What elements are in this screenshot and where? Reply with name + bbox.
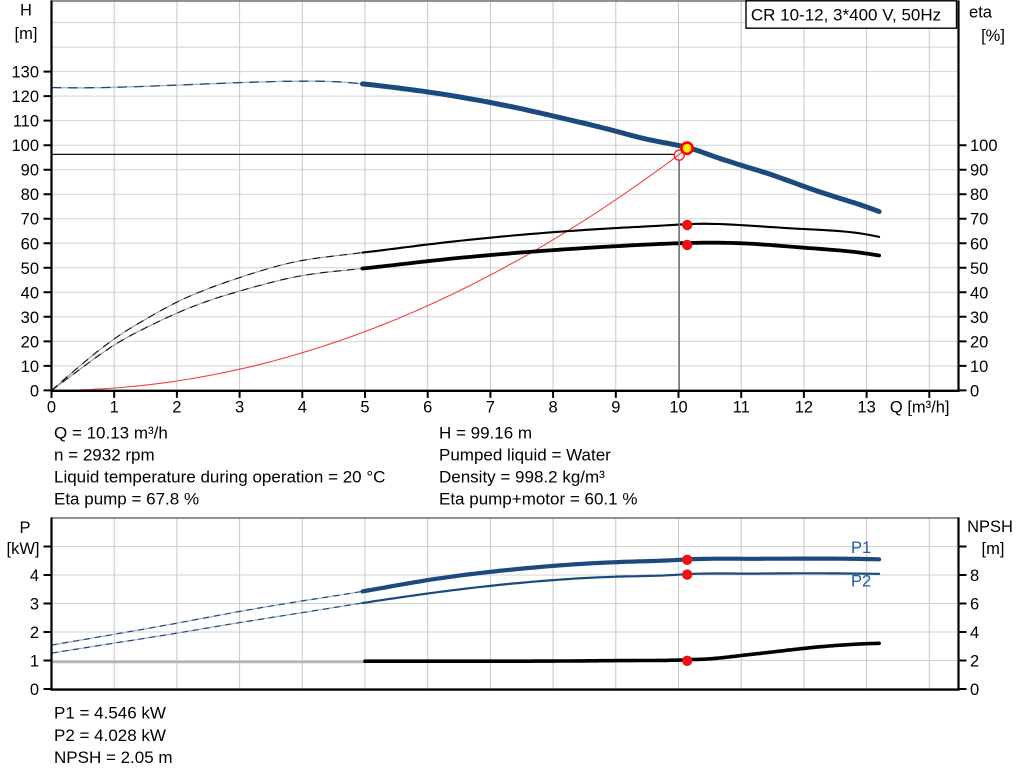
svg-text:n = 2932 rpm: n = 2932 rpm [54, 446, 155, 465]
svg-text:8: 8 [549, 399, 558, 417]
svg-text:70: 70 [970, 211, 988, 229]
svg-text:[m]: [m] [15, 25, 38, 43]
svg-text:6: 6 [970, 596, 979, 614]
svg-text:80: 80 [21, 186, 39, 204]
svg-text:P2: P2 [851, 573, 871, 591]
svg-text:NPSH = 2.05 m: NPSH = 2.05 m [54, 748, 173, 767]
svg-text:Q = 10.13 m³/h: Q = 10.13 m³/h [54, 424, 168, 443]
svg-text:9: 9 [611, 399, 620, 417]
svg-text:eta: eta [969, 4, 993, 22]
svg-text:60: 60 [970, 235, 988, 253]
svg-text:6: 6 [423, 399, 432, 417]
svg-text:1: 1 [30, 653, 39, 671]
svg-text:3: 3 [235, 399, 244, 417]
svg-text:12: 12 [795, 399, 813, 417]
svg-text:11: 11 [733, 399, 750, 417]
svg-text:70: 70 [21, 211, 39, 229]
svg-text:[%]: [%] [981, 27, 1005, 45]
svg-text:10: 10 [669, 399, 687, 417]
svg-text:Q [m³/h]: Q [m³/h] [890, 399, 950, 417]
svg-text:P1 = 4.546 kW: P1 = 4.546 kW [54, 704, 166, 723]
svg-text:13: 13 [857, 399, 875, 417]
svg-text:0: 0 [30, 681, 39, 699]
svg-text:100: 100 [970, 137, 998, 155]
svg-text:30: 30 [21, 309, 39, 327]
svg-text:40: 40 [21, 284, 39, 302]
svg-text:130: 130 [11, 64, 39, 82]
svg-text:NPSH: NPSH [967, 518, 1013, 536]
svg-text:8: 8 [970, 567, 979, 585]
svg-text:120: 120 [11, 88, 39, 106]
svg-text:[kW]: [kW] [7, 540, 40, 558]
svg-text:4: 4 [298, 399, 307, 417]
svg-text:0: 0 [30, 382, 39, 400]
svg-text:40: 40 [970, 284, 988, 302]
svg-text:0: 0 [970, 681, 979, 699]
svg-text:Pumped liquid = Water: Pumped liquid = Water [439, 446, 611, 465]
svg-text:110: 110 [13, 113, 39, 131]
svg-text:[m]: [m] [982, 540, 1005, 558]
svg-text:2: 2 [970, 653, 979, 671]
svg-text:50: 50 [21, 260, 39, 278]
svg-text:3: 3 [30, 596, 39, 614]
svg-text:1: 1 [110, 399, 119, 417]
svg-text:Liquid temperature during oper: Liquid temperature during operation = 20… [54, 468, 385, 487]
svg-text:80: 80 [970, 186, 988, 204]
svg-text:10: 10 [970, 358, 988, 376]
svg-text:P2 = 4.028 kW: P2 = 4.028 kW [54, 726, 166, 745]
svg-text:Density = 998.2 kg/m³: Density = 998.2 kg/m³ [439, 468, 605, 487]
svg-text:4: 4 [30, 567, 39, 585]
svg-text:5: 5 [360, 399, 369, 417]
svg-text:CR 10-12, 3*400 V, 50Hz: CR 10-12, 3*400 V, 50Hz [751, 6, 941, 25]
svg-text:4: 4 [970, 624, 979, 642]
svg-text:Eta pump = 67.8 %: Eta pump = 67.8 % [54, 490, 199, 509]
svg-text:H: H [20, 2, 32, 20]
svg-text:50: 50 [970, 260, 988, 278]
svg-text:7: 7 [486, 399, 495, 417]
svg-text:100: 100 [11, 137, 39, 155]
svg-text:30: 30 [970, 309, 988, 327]
svg-text:90: 90 [970, 162, 988, 180]
svg-text:P: P [19, 519, 30, 537]
svg-text:Eta pump+motor = 60.1 %: Eta pump+motor = 60.1 % [439, 490, 637, 509]
svg-text:60: 60 [21, 235, 39, 253]
svg-text:2: 2 [172, 399, 181, 417]
svg-text:10: 10 [21, 358, 39, 376]
svg-text:P1: P1 [851, 539, 871, 557]
svg-text:90: 90 [21, 162, 39, 180]
svg-text:0: 0 [47, 399, 56, 417]
svg-text:0: 0 [970, 382, 979, 400]
svg-text:20: 20 [970, 333, 988, 351]
svg-text:2: 2 [30, 624, 39, 642]
svg-text:20: 20 [21, 333, 39, 351]
svg-text:H = 99.16 m: H = 99.16 m [439, 424, 532, 443]
